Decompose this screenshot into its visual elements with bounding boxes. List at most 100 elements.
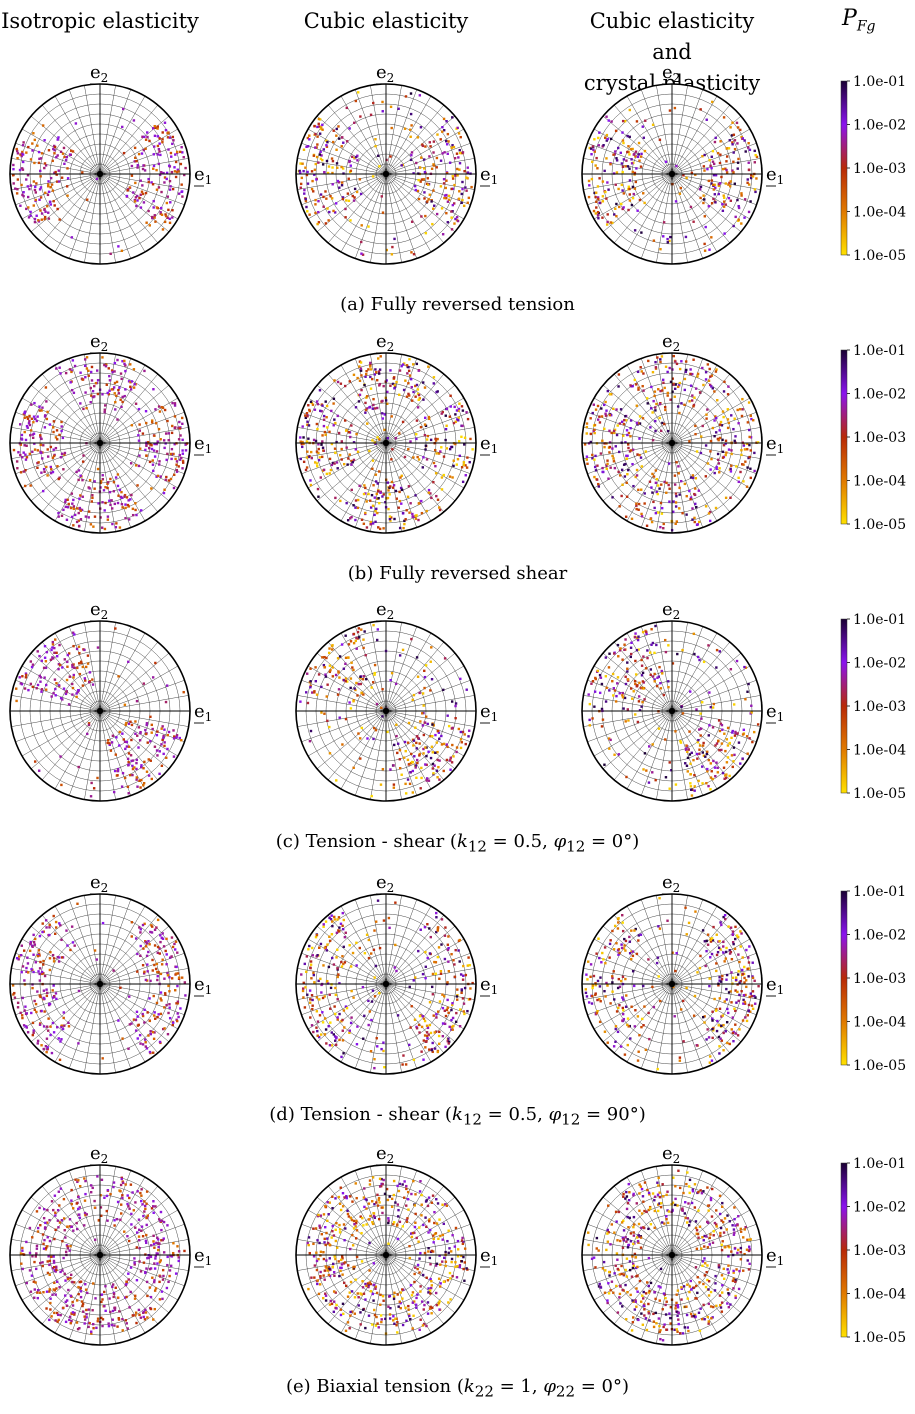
pole-figure: e1 e2 [295, 1143, 498, 1346]
axis-label-e2-sub: 2 [387, 608, 395, 622]
colorbar-tick-label: 1.0e-01 [853, 343, 906, 359]
axis-label-e1: e1 [480, 164, 498, 187]
axis-label-e1-sub: 1 [491, 442, 499, 456]
axis-label-e2: e2 [662, 331, 680, 354]
axis-label-e1: e1 [480, 1245, 498, 1268]
column-header-isotropic: Isotropic elasticity [1, 9, 199, 33]
colorbar-gradient [840, 618, 848, 794]
pole-figure: e1 e2 [295, 872, 498, 1075]
pole-figure: e1 e2 [581, 331, 784, 534]
pfg-subscript: Fg [856, 18, 876, 35]
axis-label-e2-sub: 2 [101, 881, 109, 895]
axis-label-e2: e2 [376, 1143, 394, 1166]
pfg-header: PFg [842, 6, 876, 34]
colorbar-tick-label: 1.0e-01 [853, 1156, 906, 1172]
colorbar-tick-label: 1.0e-01 [853, 884, 906, 900]
colorbar-tick-label: 1.0e-01 [853, 74, 906, 90]
colorbar: 1.0e-01 1.0e-02 1.0e-03 1.0e-04 1.0e-05 [840, 343, 906, 533]
pole-figure: e1 e2 [581, 1143, 785, 1346]
axis-label-e2: e2 [90, 62, 108, 85]
axis-label-e2: e2 [90, 1143, 108, 1166]
axis-label-e1-sub: 1 [777, 710, 785, 724]
figure-caption: (e) Biaxial tension (k22 = 1, φ22 = 0°) [285, 1376, 630, 1401]
axis-label-e2-sub: 2 [673, 881, 681, 895]
axis-label-e1: e1 [194, 1245, 212, 1268]
axis-label-e2-sub: 2 [101, 340, 109, 354]
axis-label-e2-sub: 2 [673, 1152, 681, 1166]
colorbar-tick-label: 1.0e-04 [853, 1015, 906, 1031]
axis-label-e2-sub: 2 [387, 340, 395, 354]
axis-label-e1: e1 [480, 701, 498, 724]
axis-label-e1: e1 [766, 164, 784, 187]
axis-label-e1: e1 [766, 701, 784, 724]
axis-label-e1: e1 [766, 433, 784, 456]
axis-label-e2-sub: 2 [387, 881, 395, 895]
pole-figure: e1 e2 [9, 1143, 212, 1346]
axis-label-e2: e2 [662, 599, 680, 622]
axis-label-e2: e2 [90, 331, 108, 354]
axis-label-e2-sub: 2 [101, 608, 109, 622]
colorbar: 1.0e-01 1.0e-02 1.0e-03 1.0e-04 1.0e-05 [840, 884, 906, 1074]
axis-label-e1-sub: 1 [205, 983, 213, 997]
colorbar-tick-label: 1.0e-02 [853, 928, 906, 944]
axis-label-e1-sub: 1 [777, 442, 785, 456]
axis-label-e1: e1 [194, 974, 212, 997]
colorbar: 1.0e-01 1.0e-02 1.0e-03 1.0e-04 1.0e-05 [840, 1156, 906, 1346]
pole-figure: e1 e2 [9, 599, 212, 802]
axis-label-e2-sub: 2 [387, 1152, 395, 1166]
axis-label-e2: e2 [662, 872, 680, 895]
colorbar-tick-label: 1.0e-02 [853, 118, 906, 134]
figure-caption: (c) Tension - shear (k12 = 0.5, φ12 = 0°… [275, 831, 640, 856]
axis-label-e2: e2 [376, 872, 394, 895]
colorbar-tick-label: 1.0e-04 [853, 1287, 906, 1303]
axis-label-e1-sub: 1 [777, 1254, 785, 1268]
axis-label-e1-sub: 1 [205, 710, 213, 724]
figure-caption: (d) Tension - shear (k12 = 0.5, φ12 = 90… [269, 1104, 646, 1129]
colorbar-gradient [840, 1162, 848, 1338]
colorbar-tick-label: 1.0e-04 [853, 205, 906, 221]
axis-label-e1: e1 [194, 164, 212, 187]
axis-label-e2-sub: 2 [673, 340, 681, 354]
pole-figure: e1 e2 [295, 599, 498, 802]
colorbar-tick-label: 1.0e-03 [853, 161, 906, 177]
colorbar-tick-label: 1.0e-02 [853, 656, 906, 672]
axis-label-e1-sub: 1 [777, 173, 785, 187]
colorbar-tick-label: 1.0e-05 [853, 1330, 906, 1346]
axis-label-e2: e2 [90, 872, 108, 895]
axis-label-e2-sub: 2 [101, 71, 109, 85]
axis-label-e1-sub: 1 [205, 1254, 213, 1268]
colorbar-tick-label: 1.0e-01 [853, 612, 906, 628]
pole-figure: e1 e2 [581, 599, 784, 802]
colorbar-gradient [840, 349, 848, 525]
axis-label-e2: e2 [376, 331, 394, 354]
axis-label-e1-sub: 1 [205, 442, 213, 456]
axis-label-e1-sub: 1 [491, 710, 499, 724]
axis-label-e1-sub: 1 [491, 983, 499, 997]
axis-label-e1-sub: 1 [491, 173, 499, 187]
axis-label-e1: e1 [480, 974, 498, 997]
colorbar-tick-label: 1.0e-02 [853, 387, 906, 403]
colorbar-tick-label: 1.0e-03 [853, 430, 906, 446]
column-header-cubic: Cubic elasticity [303, 9, 469, 33]
colorbar-tick-label: 1.0e-05 [853, 248, 906, 264]
axis-label-e2-sub: 2 [673, 608, 681, 622]
colorbar-tick-label: 1.0e-03 [853, 1243, 906, 1259]
axis-label-e2-sub: 2 [387, 71, 395, 85]
pole-figure: e1 e2 [581, 62, 784, 265]
colorbar-gradient [840, 890, 848, 1066]
axis-label-e2-sub: 2 [673, 71, 681, 85]
axis-label-e2: e2 [90, 599, 108, 622]
colorbar-tick-label: 1.0e-05 [853, 517, 906, 533]
axis-label-e1: e1 [194, 701, 212, 724]
pole-figure: e1 e2 [295, 62, 498, 265]
colorbar-tick-label: 1.0e-05 [853, 786, 906, 802]
colorbar: 1.0e-01 1.0e-02 1.0e-03 1.0e-04 1.0e-05 [840, 74, 906, 264]
axis-label-e1: e1 [480, 433, 498, 456]
colorbar-tick-label: 1.0e-05 [853, 1058, 906, 1074]
colorbar-tick-label: 1.0e-03 [853, 971, 906, 987]
axis-label-e2: e2 [376, 599, 394, 622]
colorbar-tick-label: 1.0e-04 [853, 743, 906, 759]
colorbar-tick-label: 1.0e-03 [853, 699, 906, 715]
figure-caption: (b) Fully reversed shear [347, 563, 568, 584]
